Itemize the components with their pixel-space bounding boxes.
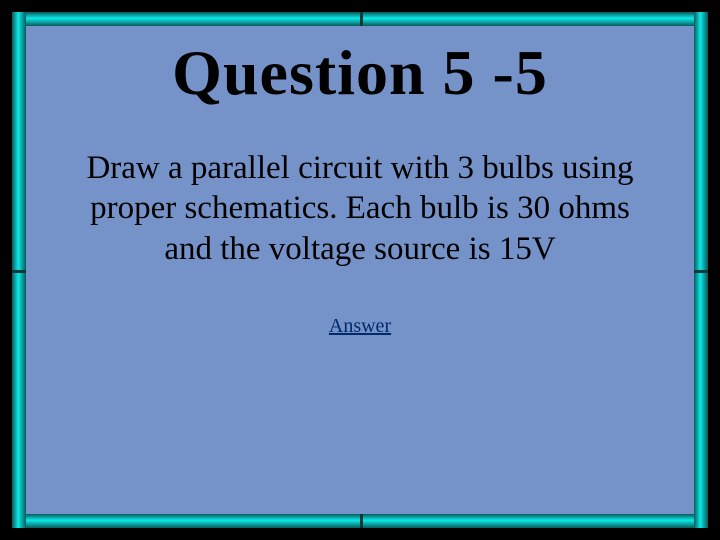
slide-title: Question 5 -5 bbox=[172, 36, 548, 110]
frame-border-top bbox=[12, 12, 708, 26]
slide-body-text: Draw a parallel circuit with 3 bulbs usi… bbox=[26, 148, 694, 269]
frame-border-left bbox=[12, 12, 26, 528]
slide-frame: Question 5 -5 Draw a parallel circuit wi… bbox=[12, 12, 708, 528]
frame-border-bottom bbox=[12, 514, 708, 528]
answer-link[interactable]: Answer bbox=[329, 315, 391, 338]
frame-border-right bbox=[694, 12, 708, 528]
slide-content: Question 5 -5 Draw a parallel circuit wi… bbox=[26, 26, 694, 514]
